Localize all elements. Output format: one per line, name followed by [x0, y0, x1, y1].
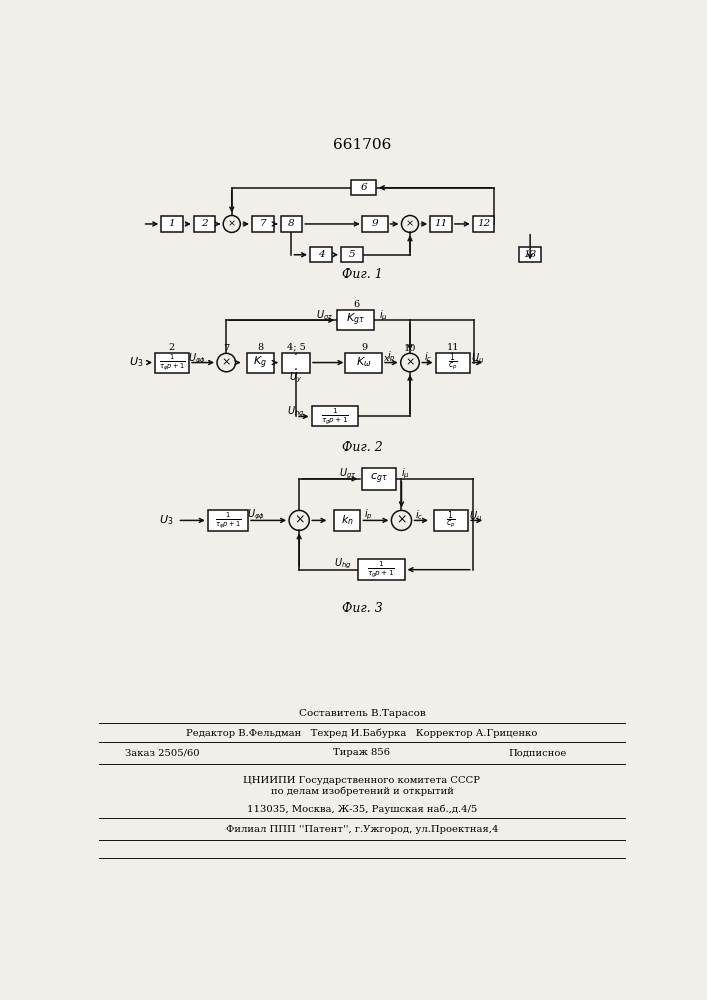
Text: ×: ×: [221, 358, 231, 368]
Text: 10: 10: [404, 344, 416, 353]
Text: 6: 6: [354, 300, 360, 309]
Text: $U_{\varphi\phi}$: $U_{\varphi\phi}$: [188, 351, 206, 366]
Text: 113035, Москва, Ж-35, Раушская наб.,д.4/5: 113035, Москва, Ж-35, Раушская наб.,д.4/…: [247, 804, 477, 814]
Text: 2: 2: [168, 343, 175, 352]
Text: 8: 8: [288, 219, 295, 228]
Text: Тираж 856: Тираж 856: [334, 748, 390, 757]
Text: ×: ×: [406, 219, 414, 228]
Text: 13: 13: [523, 250, 537, 259]
Text: Фиг. 3: Фиг. 3: [341, 602, 382, 615]
Bar: [208, 510, 248, 531]
Text: Заказ 2505/60: Заказ 2505/60: [124, 748, 199, 757]
Bar: [345, 353, 382, 373]
Text: $\frac{1}{\tau_g p+1}$: $\frac{1}{\tau_g p+1}$: [321, 406, 349, 427]
Text: $\frac{1}{\tau_g p+1}$: $\frac{1}{\tau_g p+1}$: [368, 559, 395, 580]
Text: 9: 9: [372, 219, 378, 228]
Text: $U_\mu$: $U_\mu$: [469, 509, 482, 524]
Bar: [519, 247, 541, 262]
Text: $i_\mu$: $i_\mu$: [401, 467, 409, 481]
Text: 7: 7: [259, 219, 266, 228]
Text: 7: 7: [223, 344, 230, 353]
Bar: [281, 216, 303, 232]
Text: $k_n$: $k_n$: [341, 514, 354, 527]
Text: ×: ×: [294, 514, 305, 527]
Text: $\frac{1}{\tau_\varphi p+1}$: $\frac{1}{\tau_\varphi p+1}$: [159, 352, 185, 373]
Text: $i_c$: $i_c$: [415, 508, 423, 522]
Text: $U_3$: $U_3$: [129, 356, 144, 369]
Text: $U_3$: $U_3$: [158, 514, 173, 527]
Bar: [351, 180, 376, 195]
Text: $U_{g\tau}$: $U_{g\tau}$: [316, 308, 334, 323]
Text: 12: 12: [477, 219, 490, 228]
Bar: [252, 216, 274, 232]
Bar: [247, 353, 274, 373]
Bar: [155, 353, 189, 373]
Bar: [337, 310, 374, 330]
Bar: [436, 353, 469, 373]
Bar: [282, 353, 310, 373]
Bar: [341, 247, 363, 262]
Text: ×: ×: [396, 514, 407, 527]
Text: 11: 11: [447, 343, 460, 352]
Text: 4; 5: 4; 5: [287, 343, 305, 352]
Bar: [310, 247, 332, 262]
Text: $\frac{1}{\tau_\varphi p+1}$: $\frac{1}{\tau_\varphi p+1}$: [215, 510, 241, 531]
Bar: [334, 510, 361, 531]
Text: $i_c$: $i_c$: [424, 350, 433, 364]
Text: Фиг. 2: Фиг. 2: [341, 441, 382, 454]
Text: 661706: 661706: [333, 138, 391, 152]
Text: ЦНИИПИ Государственного комитета СССР: ЦНИИПИ Государственного комитета СССР: [243, 776, 481, 785]
Text: $U_{g\tau}$: $U_{g\tau}$: [339, 467, 357, 481]
Text: Филиал ППП ''Патент'', г.Ужгород, ул.Проектная,4: Филиал ППП ''Патент'', г.Ужгород, ул.Про…: [226, 825, 498, 834]
Bar: [434, 510, 468, 531]
Text: Составитель В.Тарасов: Составитель В.Тарасов: [298, 709, 426, 718]
Text: $K_{g\tau}$: $K_{g\tau}$: [346, 312, 366, 328]
Text: $i_\mu$: $i_\mu$: [379, 308, 388, 323]
Bar: [473, 216, 494, 232]
Text: 5: 5: [349, 250, 355, 259]
Text: ×: ×: [405, 358, 415, 368]
Bar: [363, 216, 388, 232]
Text: $U_{hg}$: $U_{hg}$: [334, 557, 351, 571]
Bar: [161, 216, 183, 232]
Text: 9: 9: [361, 343, 368, 352]
Text: $U_{hg}$: $U_{hg}$: [287, 405, 305, 419]
Text: ×: ×: [228, 219, 236, 228]
Text: Редактор В.Фельдман   Техред И.Бабурка   Корректор А.Гриценко: Редактор В.Фельдман Техред И.Бабурка Кор…: [186, 728, 537, 738]
Text: 2: 2: [201, 219, 208, 228]
Text: $i_p$: $i_p$: [364, 508, 373, 522]
Text: $U_\mu$: $U_\mu$: [471, 351, 484, 366]
Bar: [430, 216, 452, 232]
Text: $c_{g\tau}$: $c_{g\tau}$: [370, 472, 388, 486]
Text: x: x: [384, 354, 390, 363]
Text: ·
·: · ·: [294, 349, 298, 377]
Text: по делам изобретений и открытий: по делам изобретений и открытий: [271, 787, 453, 796]
Text: $U_{\varphi\phi}$: $U_{\varphi\phi}$: [247, 508, 264, 522]
Text: 1: 1: [169, 219, 175, 228]
Text: 8: 8: [257, 343, 264, 352]
Bar: [312, 406, 358, 426]
Text: $i_p$: $i_p$: [387, 350, 396, 364]
Text: $K_\omega$: $K_\omega$: [356, 356, 371, 369]
Text: 6: 6: [360, 183, 367, 192]
Text: Подписное: Подписное: [509, 748, 567, 757]
Text: $K_g$: $K_g$: [254, 354, 267, 371]
Bar: [362, 468, 396, 490]
Bar: [194, 216, 216, 232]
Text: 11: 11: [434, 219, 448, 228]
Text: $U_y$: $U_y$: [289, 371, 303, 385]
Text: Фиг. 1: Фиг. 1: [341, 267, 382, 280]
Text: $\frac{1}{c_p}$: $\frac{1}{c_p}$: [448, 351, 457, 374]
Text: $\frac{1}{c_p}$: $\frac{1}{c_p}$: [446, 509, 456, 532]
Text: 4: 4: [317, 250, 325, 259]
Bar: [358, 559, 404, 580]
